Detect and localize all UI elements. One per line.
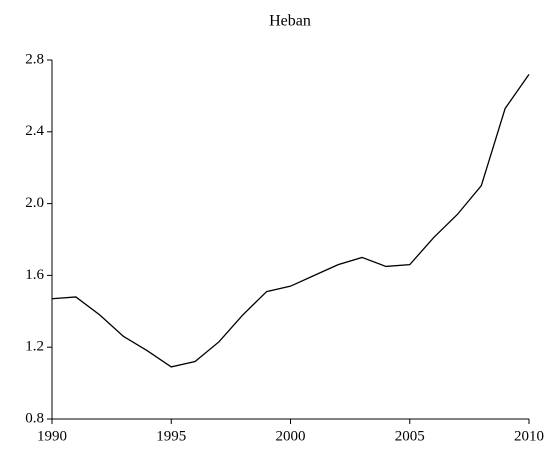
chart-title: Heban	[269, 13, 311, 30]
line	[51, 73, 530, 368]
y-tick-label: 2.4	[25, 123, 44, 139]
x-tick-label: 1990	[37, 428, 67, 444]
y-tick-label: 0.8	[25, 410, 44, 426]
x-tick-label: 1995	[156, 428, 186, 444]
x-tick-label: 2005	[395, 428, 425, 444]
y-tick-label: 1.2	[25, 339, 44, 355]
y-tick-label: 2.0	[25, 195, 44, 211]
y-tick-label: 2.8	[25, 51, 44, 67]
x-tick-label: 2000	[276, 428, 306, 444]
y-tick-label: 1.6	[25, 267, 44, 283]
x-tick-label: 2010	[514, 428, 544, 444]
